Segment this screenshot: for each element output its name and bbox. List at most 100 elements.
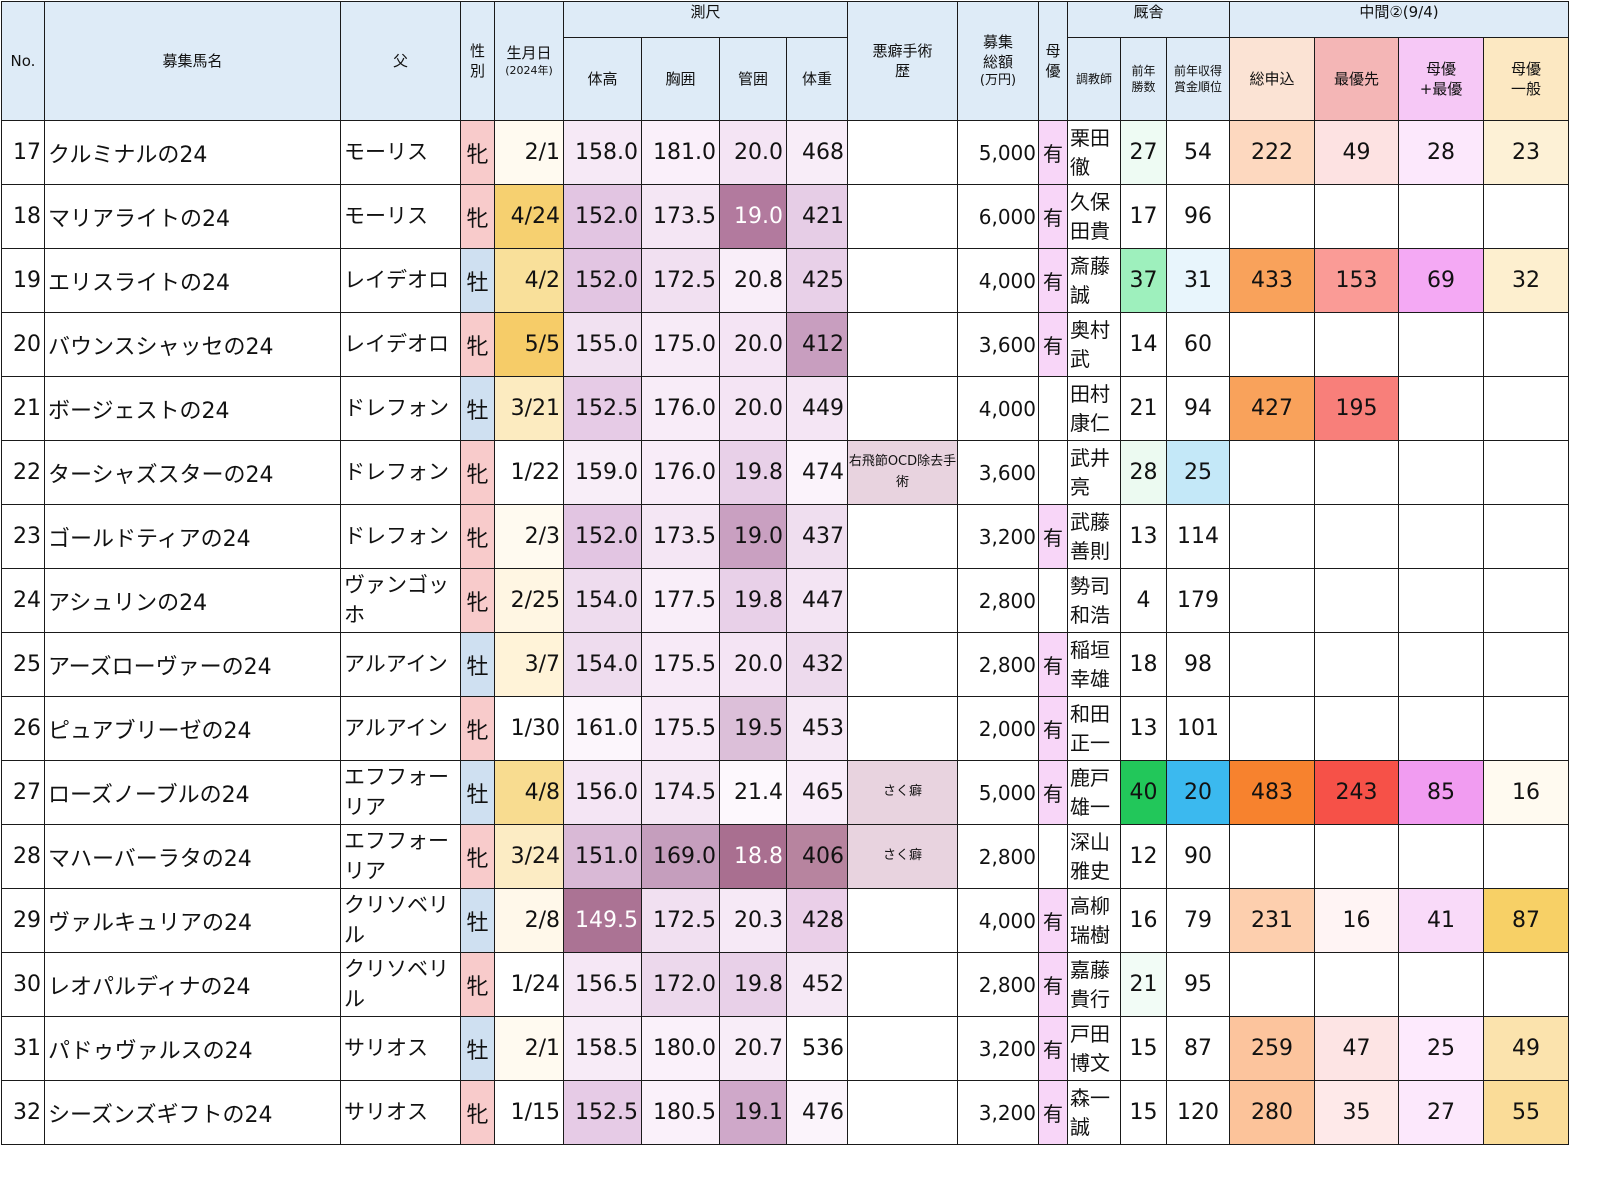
col-sire: 父: [340, 1, 461, 121]
table-row: 22 ターシャズスターの24 ドレフォン牝 1/22 159.0 176.0 19.8 474…: [1, 440, 1569, 505]
table-row: 30 レオパルディナの24 クリソベリル牝 1/24 156.5 172.0 19.8 452…: [1, 952, 1569, 1017]
cell-name: ゴールドティアの24: [44, 504, 341, 569]
cell-boyu-priority: [1398, 504, 1484, 569]
cell-boyu-general: 16: [1483, 760, 1569, 825]
cell-priority: [1314, 440, 1399, 505]
cell-boyu-general: [1483, 952, 1569, 1017]
cell-chest: 173.5: [641, 184, 720, 249]
cell-sex: 牡: [460, 1016, 495, 1081]
cell-name: エリスライトの24: [44, 248, 341, 313]
cell-birth: 1/22: [494, 440, 564, 505]
cell-sire: レイデオロ: [340, 248, 461, 313]
cell-prev-rank: 20: [1166, 760, 1230, 825]
cell-priority: 16: [1314, 888, 1399, 953]
cell-birth: 3/21: [494, 376, 564, 441]
cell-name: パドゥヴァルスの24: [44, 1016, 341, 1081]
cell-priority: 35: [1314, 1080, 1399, 1145]
cell-chest: 172.5: [641, 888, 720, 953]
cell-chest: 175.5: [641, 632, 720, 697]
table-row: 20 バウンスシャッセの24 レイデオロ牝 5/5 155.0 175.0 20.0 412 3…: [1, 312, 1569, 377]
cell-trainer: 森一誠: [1067, 1080, 1121, 1145]
cell-boyu: 有: [1038, 696, 1068, 761]
cell-no: 19: [1, 248, 45, 313]
cell-height: 158.0: [563, 120, 642, 185]
cell-boyu: 有: [1038, 632, 1068, 697]
cell-priority: [1314, 632, 1399, 697]
cell-total: [1229, 952, 1315, 1017]
cell-sex: 牝: [460, 440, 495, 505]
col-weight: 体重: [786, 37, 848, 121]
price-sub: (万円): [979, 73, 1017, 89]
cell-birth: 4/8: [494, 760, 564, 825]
col-sex: 性別: [460, 1, 495, 121]
cell-weight: 412: [786, 312, 848, 377]
cell-priority: 153: [1314, 248, 1399, 313]
cell-height: 154.0: [563, 632, 642, 697]
cell-prev-wins: 13: [1120, 696, 1167, 761]
cell-no: 31: [1, 1016, 45, 1081]
cell-trainer: 嘉藤貴行: [1067, 952, 1121, 1017]
cell-no: 18: [1, 184, 45, 249]
cell-trainer: 奥村武: [1067, 312, 1121, 377]
cell-sire: アルアイン: [340, 696, 461, 761]
col-vice: 悪癖手術歴: [847, 1, 958, 121]
cell-sex: 牝: [460, 824, 495, 889]
cell-name: バウンスシャッセの24: [44, 312, 341, 377]
table-row: 23 ゴールドティアの24 ドレフォン牝 2/3 152.0 173.5 19.0 437 3,…: [1, 504, 1569, 569]
col-boyu-priority: 母優+最優: [1398, 37, 1484, 121]
cell-cannon: 19.8: [719, 440, 787, 505]
cell-vice: [847, 184, 958, 249]
cell-vice: [847, 120, 958, 185]
cell-sex: 牡: [460, 760, 495, 825]
cell-total: 433: [1229, 248, 1315, 313]
cell-name: アシュリンの24: [44, 568, 341, 633]
cell-price: 5,000: [957, 760, 1039, 825]
cell-priority: [1314, 504, 1399, 569]
cell-price: 4,000: [957, 376, 1039, 441]
cell-boyu: 有: [1038, 1016, 1068, 1081]
cell-boyu-general: [1483, 440, 1569, 505]
table-body: 17 クルミナルの24 モーリス牝 2/1 158.0 181.0 20.0 468 5,000…: [1, 120, 1569, 1145]
cell-height: 152.5: [563, 376, 642, 441]
cell-prev-wins: 15: [1120, 1080, 1167, 1145]
cell-birth: 1/30: [494, 696, 564, 761]
cell-price: 6,000: [957, 184, 1039, 249]
cell-chest: 169.0: [641, 824, 720, 889]
cell-chest: 172.0: [641, 952, 720, 1017]
cell-name: ターシャズスターの24: [44, 440, 341, 505]
col-chest: 胸囲: [641, 37, 720, 121]
cell-prev-rank: 79: [1166, 888, 1230, 953]
cell-total: [1229, 568, 1315, 633]
cell-sire: ヴァンゴッホ: [340, 568, 461, 633]
cell-birth: 1/15: [494, 1080, 564, 1145]
cell-total: [1229, 504, 1315, 569]
cell-sex: 牝: [460, 696, 495, 761]
cell-priority: 195: [1314, 376, 1399, 441]
cell-boyu-general: [1483, 184, 1569, 249]
cell-chest: 180.5: [641, 1080, 720, 1145]
cell-cannon: 20.8: [719, 248, 787, 313]
col-prev-rank: 前年収得賞金順位: [1166, 37, 1230, 121]
cell-boyu-general: [1483, 568, 1569, 633]
cell-trainer: 斎藤誠: [1067, 248, 1121, 313]
cell-boyu-general: 87: [1483, 888, 1569, 953]
table-row: 24 アシュリンの24 ヴァンゴッホ牝 2/25 154.0 177.5 19.8 447 2,…: [1, 568, 1569, 633]
col-height: 体高: [563, 37, 642, 121]
table-row: 29 ヴァルキュリアの24 クリソベリル牡 2/8 149.5 172.5 20.3 428 4…: [1, 888, 1569, 953]
cell-birth: 3/24: [494, 824, 564, 889]
cell-prev-rank: 95: [1166, 952, 1230, 1017]
cell-name: マリアライトの24: [44, 184, 341, 249]
cell-prev-rank: 96: [1166, 184, 1230, 249]
cell-boyu: 有: [1038, 1080, 1068, 1145]
col-birth: 生月日 (2024年): [494, 1, 564, 121]
cell-boyu: 有: [1038, 312, 1068, 377]
cell-cannon: 19.5: [719, 696, 787, 761]
cell-boyu-general: [1483, 504, 1569, 569]
cell-sire: ドレフォン: [340, 376, 461, 441]
cell-price: 2,800: [957, 568, 1039, 633]
cell-prev-wins: 37: [1120, 248, 1167, 313]
cell-total: 222: [1229, 120, 1315, 185]
cell-trainer: 田村康仁: [1067, 376, 1121, 441]
birth-label: 生月日: [506, 44, 552, 63]
cell-boyu-priority: [1398, 184, 1484, 249]
